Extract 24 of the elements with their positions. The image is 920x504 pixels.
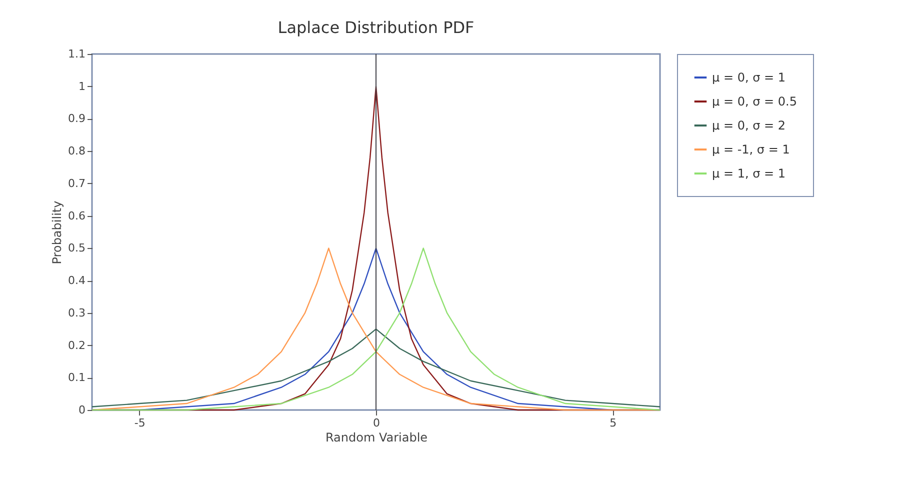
y-tick-label: 0.3 (68, 306, 86, 320)
legend-label: μ = 0, σ = 0.5 (712, 94, 797, 108)
legend-label: μ = 0, σ = 1 (712, 70, 786, 84)
y-tick-label: 1 (78, 80, 86, 93)
y-tick-label: 0.1 (68, 371, 86, 384)
y-tick-label: 0.7 (68, 176, 86, 190)
x-tick-label: 5 (610, 416, 617, 430)
y-tick-label: 0.2 (68, 338, 86, 352)
legend-label: μ = -1, σ = 1 (712, 142, 790, 156)
y-tick-label: 0 (78, 404, 86, 416)
y-tick-label: 0.4 (68, 274, 86, 288)
y-axis-title: Probability (50, 200, 64, 264)
y-tick-label: 0.8 (68, 144, 86, 158)
x-tick-label: -5 (134, 416, 146, 430)
x-tick-label: 0 (373, 416, 380, 430)
y-tick-label: 0.6 (68, 209, 86, 222)
x-axis-title: Random Variable (325, 430, 428, 444)
legend-label: μ = 1, σ = 1 (712, 166, 786, 180)
y-tick-label: 0.9 (68, 112, 86, 126)
legend-label: μ = 0, σ = 2 (712, 118, 786, 132)
y-tick-label: 1.1 (68, 48, 86, 60)
y-tick-label: 0.5 (68, 242, 86, 255)
chart-title: Laplace Distribution PDF (278, 18, 474, 37)
line-series (91, 328, 661, 408)
